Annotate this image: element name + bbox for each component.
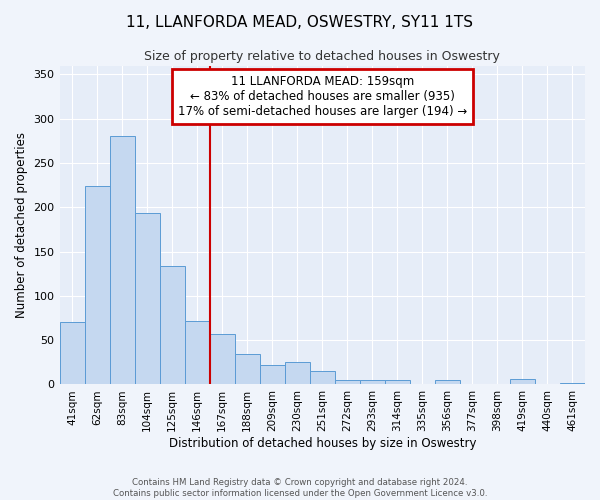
Text: 11, LLANFORDA MEAD, OSWESTRY, SY11 1TS: 11, LLANFORDA MEAD, OSWESTRY, SY11 1TS — [127, 15, 473, 30]
Bar — [285, 362, 310, 384]
Bar — [134, 214, 160, 384]
Bar — [560, 382, 585, 384]
X-axis label: Distribution of detached houses by size in Oswestry: Distribution of detached houses by size … — [169, 437, 476, 450]
Text: Contains HM Land Registry data © Crown copyright and database right 2024.
Contai: Contains HM Land Registry data © Crown c… — [113, 478, 487, 498]
Bar — [59, 322, 85, 384]
Bar — [360, 380, 385, 384]
Bar — [385, 380, 410, 384]
Bar — [110, 136, 134, 384]
Title: Size of property relative to detached houses in Oswestry: Size of property relative to detached ho… — [145, 50, 500, 63]
Bar — [435, 380, 460, 384]
Bar — [85, 186, 110, 384]
Bar — [209, 334, 235, 384]
Bar — [235, 354, 260, 384]
Text: 11 LLANFORDA MEAD: 159sqm
← 83% of detached houses are smaller (935)
17% of semi: 11 LLANFORDA MEAD: 159sqm ← 83% of detac… — [178, 75, 467, 118]
Bar — [510, 379, 535, 384]
Y-axis label: Number of detached properties: Number of detached properties — [15, 132, 28, 318]
Bar — [310, 371, 335, 384]
Bar — [260, 365, 285, 384]
Bar — [185, 320, 209, 384]
Bar — [160, 266, 185, 384]
Bar — [335, 380, 360, 384]
